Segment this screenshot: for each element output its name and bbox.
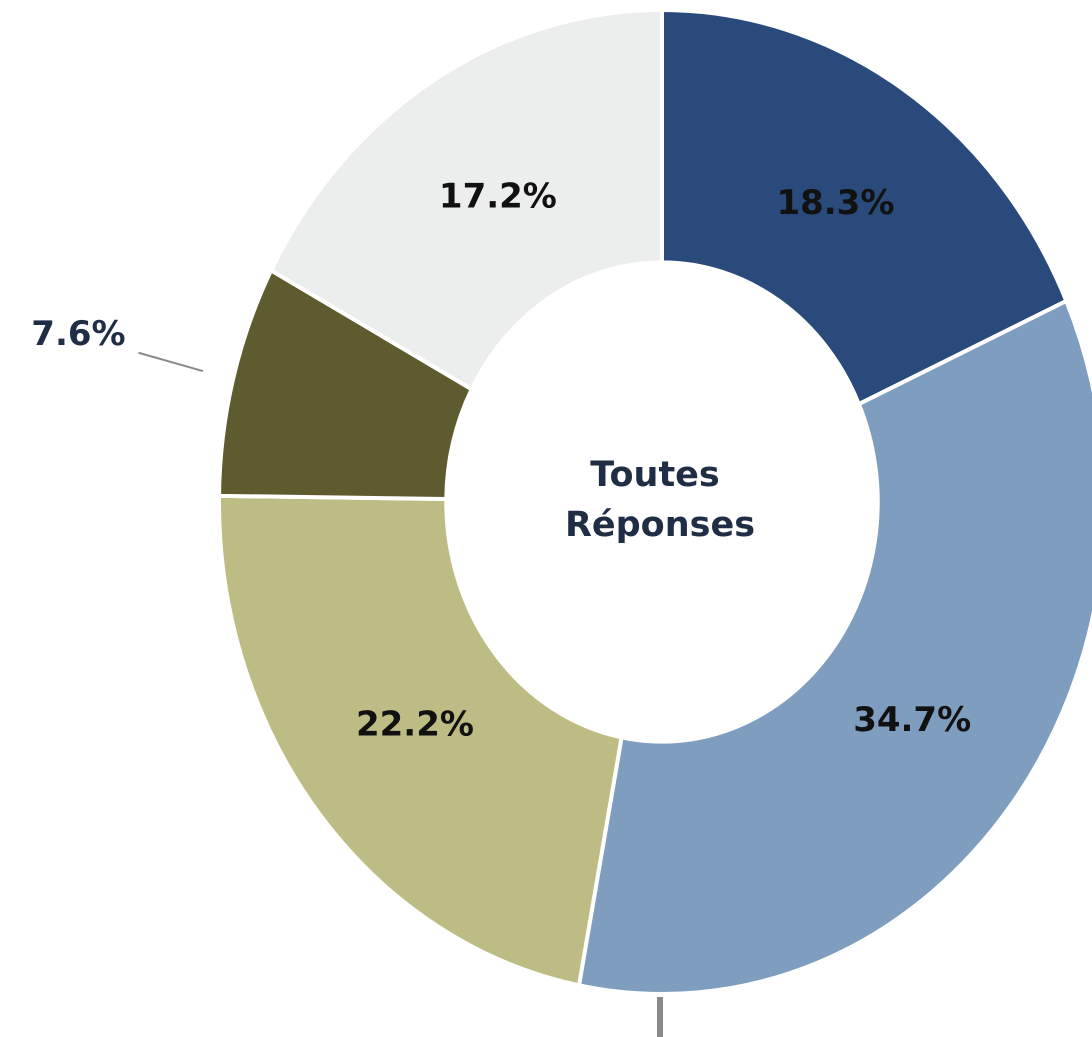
slice xyxy=(268,7,664,393)
data-label: 22.2% xyxy=(356,705,474,745)
slice xyxy=(576,298,1092,996)
center-label: Toutes xyxy=(590,455,720,495)
data-label: 7.6% xyxy=(31,314,125,354)
leader-line xyxy=(138,351,204,373)
data-label: 18.3% xyxy=(776,183,894,223)
data-label: 17.2% xyxy=(439,177,557,217)
slice xyxy=(217,493,624,988)
slice xyxy=(660,7,1069,407)
center-label: Réponses xyxy=(565,505,755,545)
donut xyxy=(217,7,1092,996)
data-label: 34.7% xyxy=(853,700,971,740)
